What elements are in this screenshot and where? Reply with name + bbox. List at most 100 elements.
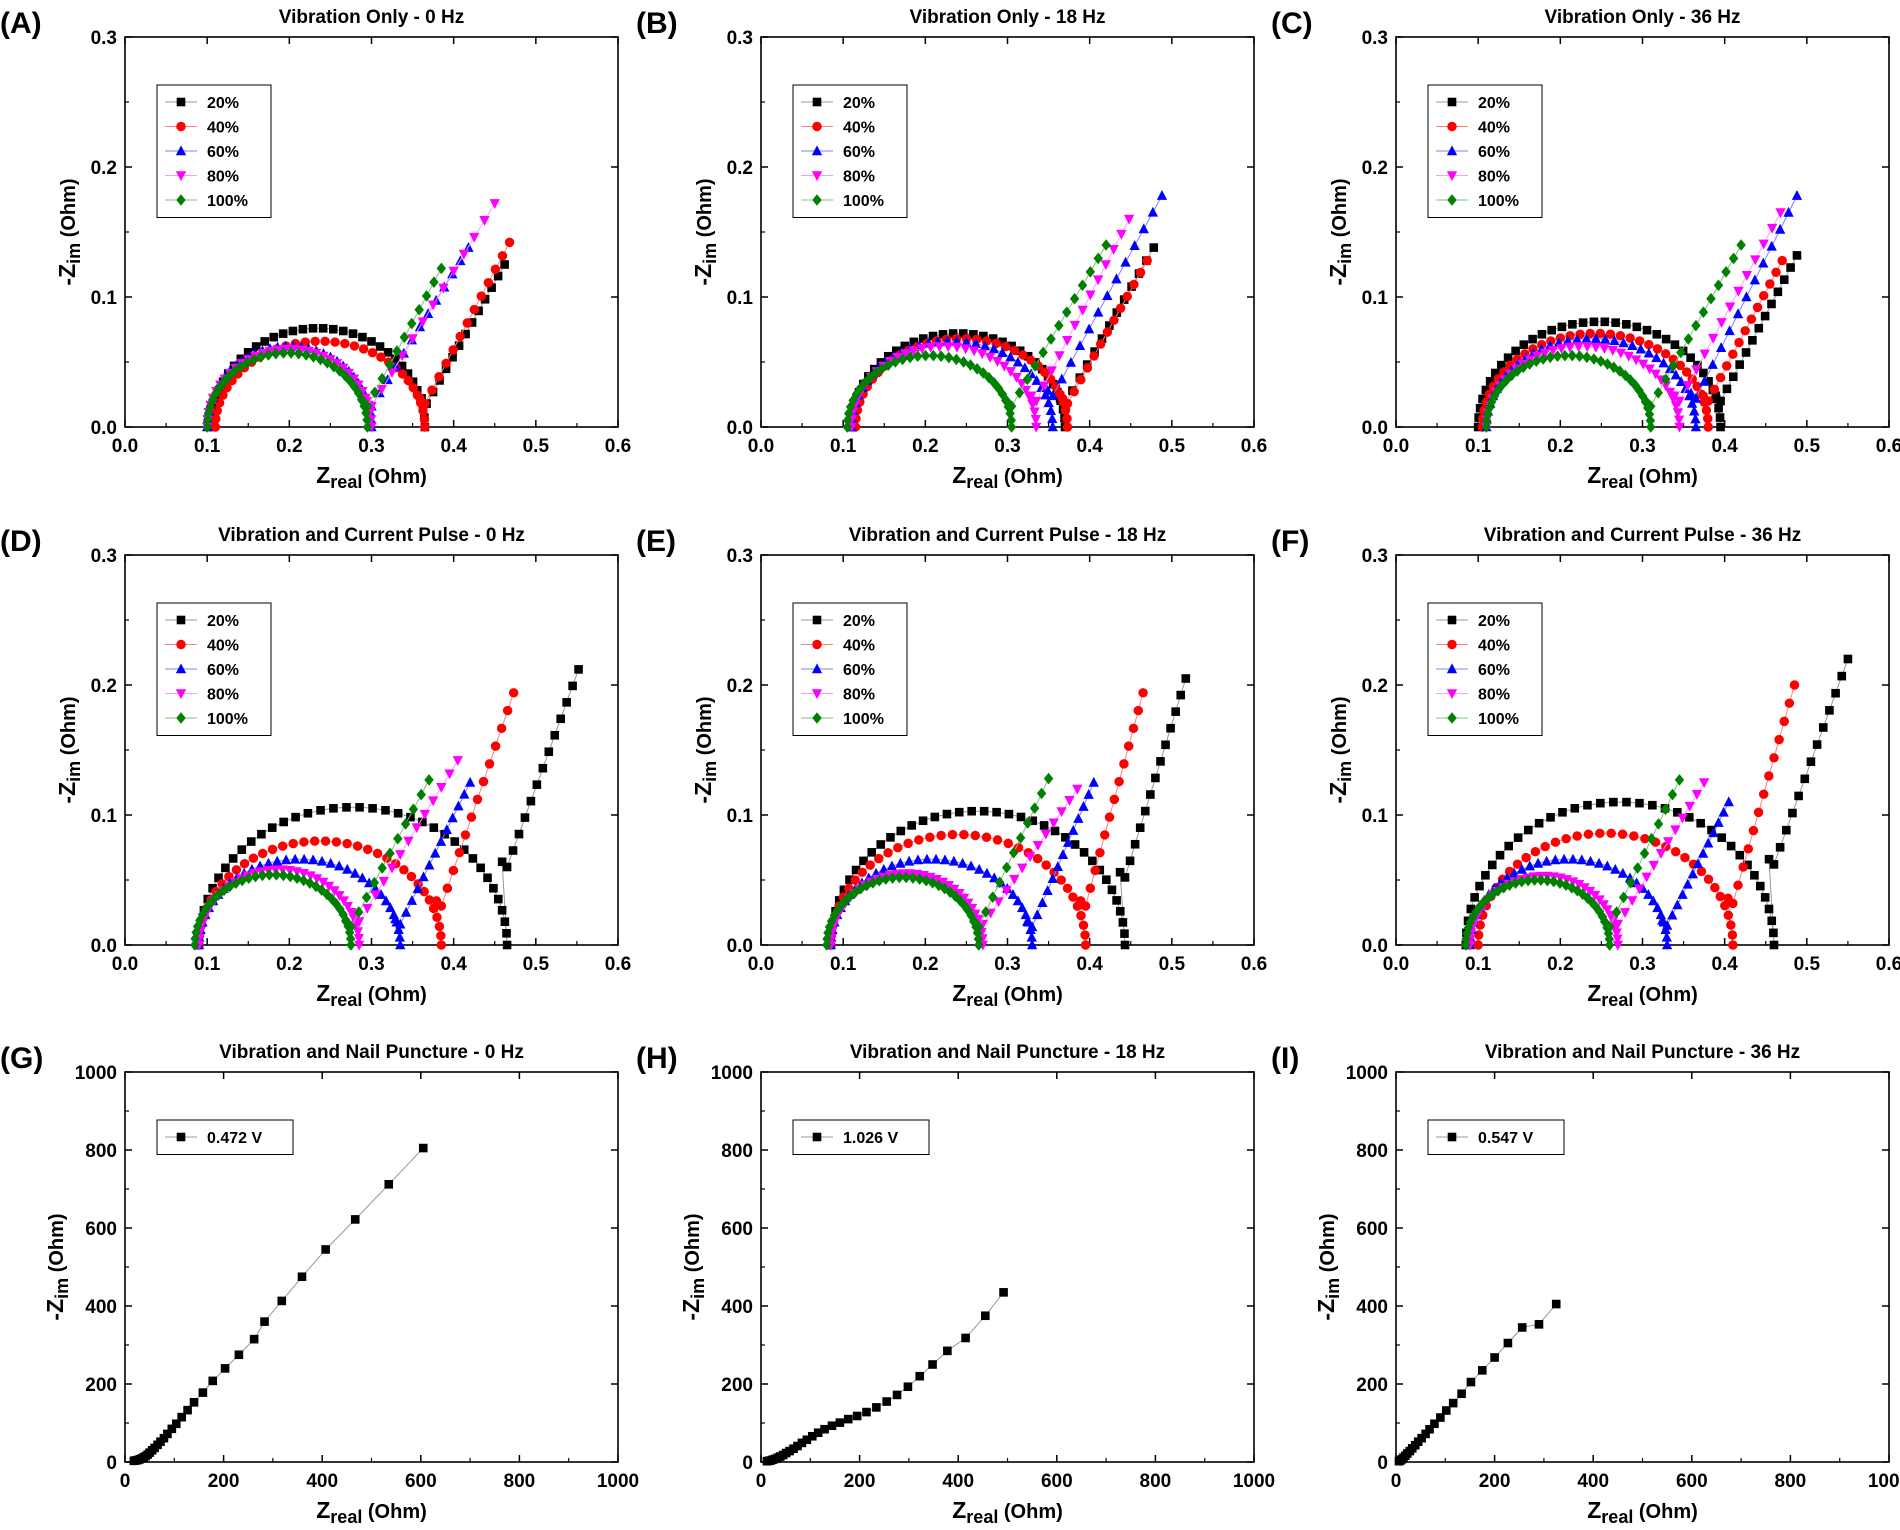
data-point (260, 1317, 269, 1326)
data-point (813, 1428, 823, 1438)
data-point (447, 812, 458, 823)
data-point (1088, 856, 1097, 866)
data-point (1697, 847, 1709, 858)
data-point (1022, 916, 1033, 926)
data-point (1510, 877, 1521, 889)
data-point (1109, 794, 1120, 805)
data-point (341, 915, 351, 928)
data-point (903, 855, 915, 866)
data-point (353, 933, 365, 944)
legend-marker (811, 145, 823, 156)
y-axis-label-sub: im (1335, 761, 1355, 782)
data-point (988, 343, 1000, 354)
y-tick-label: 0.0 (1362, 936, 1388, 957)
data-point (363, 844, 373, 855)
x-tick-label: 0.3 (358, 954, 384, 975)
legend-label: 60% (207, 662, 239, 679)
data-point (1029, 802, 1040, 815)
chart-panel: Vibration and Nail Puncture - 18 Hz (H) 0 2… (636, 1042, 1275, 1527)
data-point (1012, 895, 1024, 906)
data-point (163, 1429, 172, 1439)
data-point (1488, 888, 1498, 900)
data-point (1085, 290, 1096, 301)
data-point (1557, 322, 1567, 332)
data-point (1068, 825, 1079, 835)
data-point (865, 860, 875, 870)
data-point (1045, 405, 1057, 416)
data-point (908, 872, 918, 884)
data-point (1598, 900, 1609, 911)
data-point (1674, 422, 1685, 433)
data-point (1552, 350, 1563, 362)
data-point (406, 894, 418, 905)
data-point (1698, 306, 1709, 318)
data-point (1748, 825, 1759, 836)
data-point (1661, 919, 1673, 930)
data-point (249, 1334, 259, 1344)
data-point (288, 838, 298, 849)
y-tick-label: 0.1 (1362, 806, 1389, 827)
data-point (264, 869, 275, 881)
data-point (419, 809, 431, 820)
data-point (1584, 886, 1596, 897)
data-point (384, 359, 395, 371)
data-point (961, 336, 972, 347)
data-point (393, 832, 403, 845)
data-point (1028, 816, 1038, 826)
data-point (1673, 808, 1682, 817)
data-point (202, 421, 212, 433)
data-point (316, 855, 328, 866)
data-point (1602, 860, 1613, 871)
legend-label: 0.547 V (1478, 1130, 1533, 1147)
y-tick-label: 0 (1377, 1453, 1388, 1474)
data-point (1573, 342, 1584, 353)
data-point (1050, 381, 1061, 392)
data-point (378, 877, 389, 887)
data-point (357, 872, 368, 883)
data-point (1030, 415, 1041, 425)
data-point (1007, 888, 1019, 899)
data-point (1077, 305, 1088, 316)
data-point (231, 877, 241, 889)
data-point (1481, 870, 1490, 880)
data-point (1083, 323, 1095, 334)
data-point (1122, 291, 1132, 302)
x-tick-label: 0.6 (1876, 436, 1900, 457)
data-point (1789, 680, 1800, 690)
data-point (244, 872, 254, 885)
legend-marker (1447, 615, 1457, 625)
data-point (1080, 940, 1091, 950)
data-point (1648, 860, 1659, 871)
data-point (345, 375, 355, 387)
data-point (1758, 239, 1769, 250)
data-point (1564, 342, 1576, 353)
data-point (496, 723, 507, 734)
data-point (428, 903, 439, 914)
data-point (1089, 351, 1099, 361)
x-axis-label-unit: (Ohm) (1633, 984, 1697, 1006)
data-point (1781, 825, 1791, 835)
data-point (1696, 818, 1705, 828)
data-point (1036, 787, 1047, 800)
data-point (1641, 872, 1652, 883)
legend-marker (812, 194, 822, 206)
data-point (1519, 340, 1529, 349)
data-point (1072, 784, 1083, 795)
data-point (1660, 803, 1671, 816)
legend-label: 60% (843, 662, 875, 679)
data-point (502, 705, 513, 716)
data-point (424, 774, 434, 786)
y-tick-label: 0.2 (1362, 676, 1388, 697)
x-axis-label: Zreal (Ohm) (952, 1497, 1063, 1527)
data-point (945, 886, 955, 898)
data-point (1115, 303, 1126, 313)
data-point (1677, 889, 1688, 899)
data-point (1685, 387, 1697, 398)
data-point (353, 387, 364, 399)
data-point (251, 342, 261, 351)
data-point (1005, 351, 1016, 362)
data-point (872, 1403, 881, 1412)
data-point (1100, 260, 1112, 271)
data-point (1726, 920, 1736, 930)
data-point (1105, 321, 1114, 330)
